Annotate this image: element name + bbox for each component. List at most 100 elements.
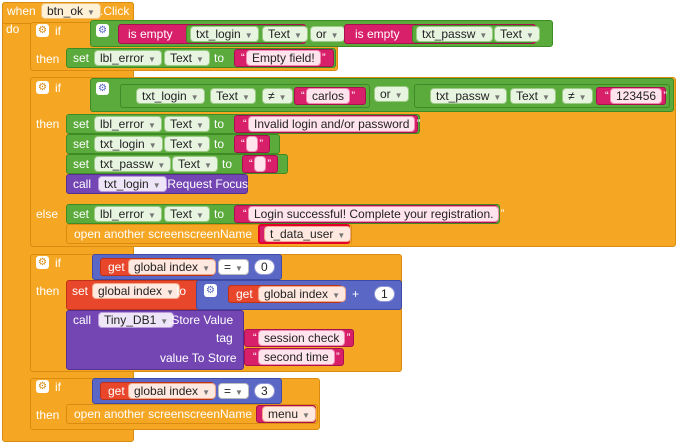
string-empty-field[interactable]: Empty field! [241, 50, 325, 66]
number-three[interactable]: 3 [254, 383, 275, 399]
string-empty[interactable] [241, 136, 263, 152]
or-operator-dropdown[interactable]: or ▼ [310, 26, 345, 42]
text-property-dropdown[interactable]: Text ▼ [510, 88, 556, 104]
global-index-dropdown[interactable]: global index ▼ [258, 286, 346, 302]
to-label: to [214, 117, 225, 131]
text-property-dropdown[interactable]: Text ▼ [172, 156, 218, 172]
dropdown-arrow-icon: ▼ [157, 161, 166, 170]
gear-icon[interactable]: ⚙ [96, 82, 109, 95]
open-screen-block-2[interactable] [66, 404, 318, 424]
text-property-dropdown[interactable]: Text ▼ [262, 26, 308, 42]
string-second-time[interactable]: second time [253, 349, 339, 365]
dropdown-arrow-icon: ▼ [302, 411, 310, 420]
to-label: to [214, 51, 225, 65]
t-data-user-dropdown[interactable]: t_data_user ▼ [264, 226, 352, 242]
neq-operator-dropdown[interactable]: ≠ ▼ [562, 88, 593, 104]
dropdown-arrow-icon: ▼ [526, 31, 534, 40]
screen-name-label: screenName [184, 407, 253, 421]
string-invalid-login[interactable]: Invalid login and/or password [243, 116, 421, 132]
txt-login-dropdown[interactable]: txt_login ▼ [94, 136, 163, 152]
dropdown-arrow-icon: ▼ [479, 31, 488, 40]
number-zero[interactable]: 0 [254, 259, 275, 275]
get-label: get [108, 384, 125, 398]
plus-label: + [352, 287, 360, 301]
event-name-label: .Click [100, 4, 130, 18]
text-property-dropdown[interactable]: Text ▼ [164, 206, 210, 222]
then-label-3: then [36, 284, 60, 298]
global-index-dropdown[interactable]: global index ▼ [128, 259, 216, 275]
dropdown-arrow-icon: ▼ [148, 141, 157, 150]
tinydb-dropdown[interactable]: Tiny_DB1 ▼ [98, 312, 175, 328]
menu-dropdown[interactable]: menu ▼ [262, 406, 316, 422]
txt-login-dropdown[interactable]: txt_login ▼ [98, 176, 167, 192]
number-one[interactable]: 1 [374, 286, 395, 302]
eq-operator-dropdown[interactable]: = ▼ [218, 383, 249, 399]
dropdown-arrow-icon: ▼ [578, 93, 587, 102]
dropdown-arrow-icon: ▼ [278, 93, 287, 102]
gear-icon[interactable]: ⚙ [36, 81, 49, 94]
gear-icon[interactable]: ⚙ [36, 380, 49, 393]
or-operator-dropdown[interactable]: or ▼ [374, 86, 409, 102]
lbl-error-dropdown[interactable]: lbl_error ▼ [94, 116, 162, 132]
set-label: set [73, 157, 90, 171]
text-property-dropdown[interactable]: Text ▼ [164, 136, 210, 152]
string-success[interactable]: Login successful! Complete your registra… [243, 206, 505, 222]
dropdown-arrow-icon: ▼ [152, 181, 161, 190]
dropdown-arrow-icon: ▼ [394, 91, 403, 100]
dropdown-arrow-icon: ▼ [190, 93, 199, 102]
set-label: set [73, 117, 90, 131]
txt-login-dropdown[interactable]: txt_login ▼ [190, 26, 259, 42]
to-label: to [214, 137, 225, 151]
dropdown-arrow-icon: ▼ [294, 31, 302, 40]
string-empty[interactable] [249, 156, 271, 172]
get-label: get [108, 260, 125, 274]
set-label: set [73, 207, 90, 221]
dropdown-arrow-icon: ▼ [493, 93, 502, 102]
if-label-1: if [55, 24, 61, 38]
dropdown-arrow-icon: ▼ [196, 121, 204, 130]
dropdown-arrow-icon: ▼ [244, 31, 253, 40]
dropdown-arrow-icon: ▼ [148, 121, 156, 130]
dropdown-arrow-icon: ▼ [330, 31, 339, 40]
string-carlos[interactable]: carlos [301, 88, 355, 104]
then-label-4: then [36, 408, 60, 422]
text-property-dropdown[interactable]: Text ▼ [164, 50, 210, 66]
txt-passw-dropdown[interactable]: txt_passw ▼ [416, 26, 494, 42]
dropdown-arrow-icon: ▼ [148, 211, 156, 220]
text-property-dropdown[interactable]: Text ▼ [494, 26, 540, 42]
dropdown-arrow-icon: ▼ [87, 8, 95, 17]
call-label: call [73, 313, 92, 327]
neq-operator-dropdown[interactable]: ≠ ▼ [262, 88, 293, 104]
screen-name-label: screenName [184, 227, 253, 241]
to-label: to [176, 284, 187, 298]
dropdown-arrow-icon: ▼ [332, 291, 340, 300]
dropdown-arrow-icon: ▼ [160, 317, 169, 326]
string-password[interactable]: 123456 [605, 88, 667, 104]
txt-passw-dropdown[interactable]: txt_passw ▼ [430, 88, 508, 104]
event-component-dropdown[interactable]: btn_ok ▼ [41, 3, 101, 19]
gear-icon[interactable]: ⚙ [96, 24, 109, 37]
set-label: set [73, 51, 90, 65]
lbl-error-dropdown[interactable]: lbl_error ▼ [94, 206, 162, 222]
lbl-error-dropdown[interactable]: lbl_error ▼ [94, 50, 162, 66]
txt-passw-dropdown[interactable]: txt_passw ▼ [94, 156, 172, 172]
then-label-1: then [36, 52, 60, 66]
global-index-dropdown[interactable]: global index ▼ [92, 283, 180, 299]
open-screen-label: open another screen [74, 407, 185, 421]
to-label: to [222, 157, 233, 171]
call-label: call [73, 177, 92, 191]
eq-operator-dropdown[interactable]: = ▼ [218, 259, 249, 275]
gear-icon[interactable]: ⚙ [36, 256, 49, 269]
text-property-dropdown[interactable]: Text ▼ [210, 88, 256, 104]
dropdown-arrow-icon: ▼ [148, 55, 156, 64]
if-label-4: if [55, 380, 61, 394]
global-index-dropdown[interactable]: global index ▼ [128, 383, 216, 399]
dropdown-arrow-icon: ▼ [166, 288, 174, 297]
string-session-check[interactable]: session check [253, 330, 351, 346]
gear-icon[interactable]: ⚙ [36, 24, 49, 37]
get-label: get [236, 287, 253, 301]
if-label-3: if [55, 256, 61, 270]
gear-icon[interactable]: ⚙ [204, 284, 217, 297]
text-property-dropdown[interactable]: Text ▼ [164, 116, 210, 132]
txt-login-dropdown[interactable]: txt_login ▼ [136, 88, 205, 104]
